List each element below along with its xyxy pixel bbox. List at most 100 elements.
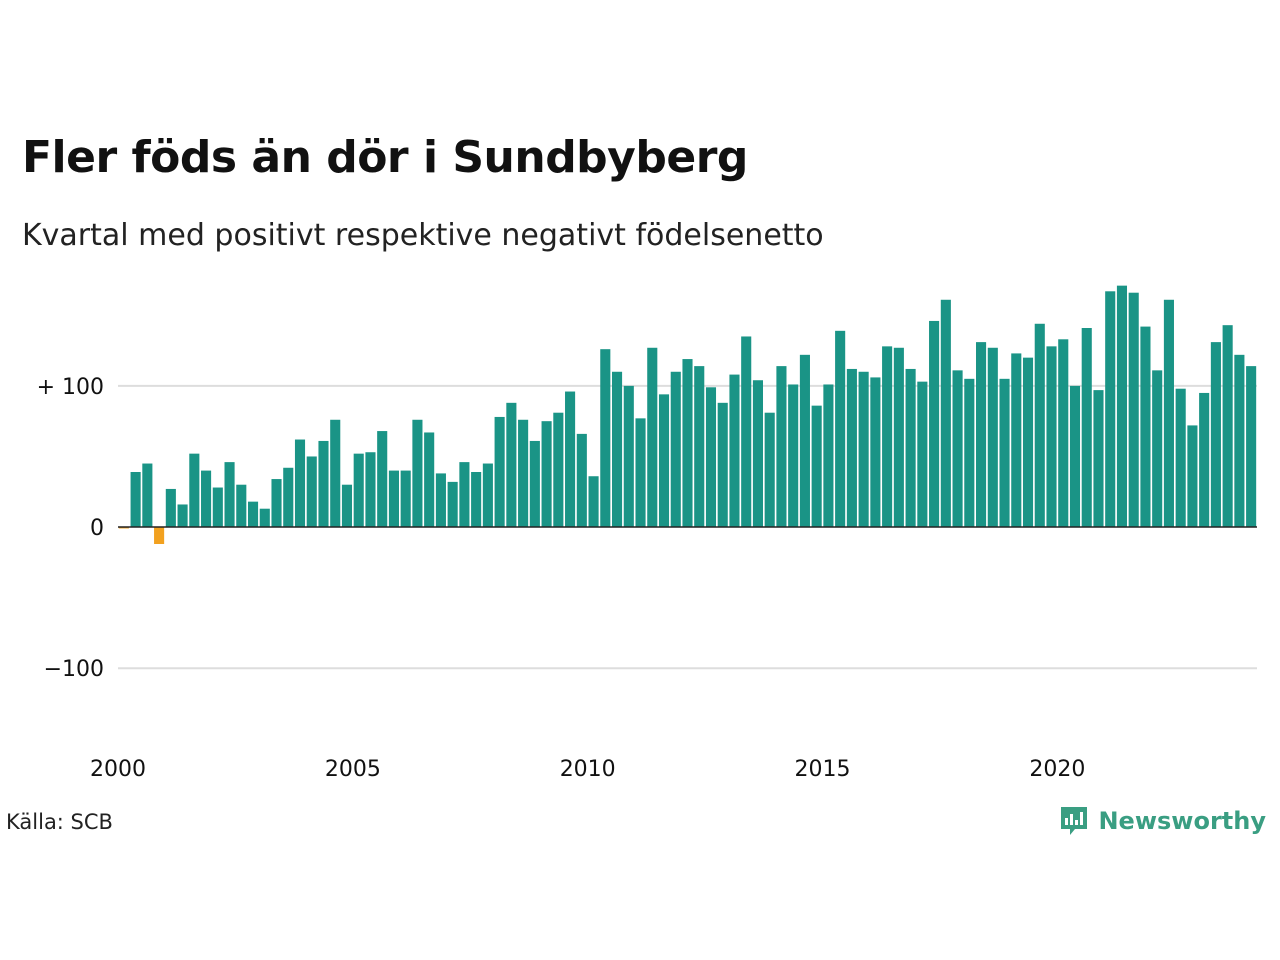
source-label: Källa: SCB (6, 810, 113, 834)
bar (776, 366, 787, 528)
bar (318, 440, 329, 528)
bar (917, 381, 928, 528)
bar (353, 453, 364, 528)
chart-title: Fler föds än dör i Sundbyberg (22, 132, 748, 183)
bar (459, 462, 470, 528)
bar (306, 456, 317, 528)
bar (987, 347, 998, 528)
bar (1011, 353, 1022, 528)
bar (236, 484, 247, 528)
bar (247, 501, 259, 528)
bar (1140, 326, 1151, 528)
bar (482, 463, 493, 528)
bar (952, 370, 963, 528)
bar (611, 371, 623, 528)
bar (1128, 292, 1139, 528)
bar (788, 384, 799, 528)
x-tick-label: 2000 (90, 757, 146, 782)
x-tick-label: 2010 (560, 757, 616, 782)
bar (283, 467, 294, 528)
bar (165, 488, 176, 528)
bar (212, 487, 223, 528)
bar (189, 453, 200, 528)
bar (635, 418, 646, 528)
bar (201, 470, 212, 528)
bar (330, 419, 341, 528)
bar (694, 366, 705, 528)
bar (717, 402, 728, 528)
bar (976, 342, 987, 528)
bar (729, 374, 740, 528)
bar (858, 371, 869, 528)
bar (1163, 299, 1174, 528)
bar (823, 384, 834, 528)
bar (271, 479, 282, 528)
bar (682, 359, 693, 528)
bar (154, 527, 165, 544)
chart-subtitle: Kvartal med positivt respektive negativt… (22, 218, 824, 253)
bar (177, 504, 188, 528)
y-tick-label: + 100 (37, 375, 104, 400)
bar (1222, 325, 1233, 528)
bar (741, 336, 752, 528)
bar (576, 433, 587, 528)
bar (1105, 291, 1116, 528)
bar (670, 371, 681, 528)
bar (1199, 392, 1210, 528)
bar (964, 378, 975, 528)
bar (365, 452, 376, 528)
bar (835, 330, 846, 528)
brand-logo[interactable]: Newsworthy (1058, 804, 1266, 838)
bar (1187, 425, 1198, 528)
bar (1034, 323, 1045, 528)
bar (341, 484, 353, 528)
bar (259, 508, 270, 528)
bar-chart: + 100 0 −100 2000 2005 2010 2015 2020 (37, 285, 1257, 782)
x-tick-label: 2015 (795, 757, 851, 782)
bar (1175, 388, 1186, 528)
bar (1116, 285, 1128, 528)
bar (929, 320, 940, 528)
y-tick-label: 0 (90, 516, 104, 541)
x-tick-label: 2020 (1029, 757, 1085, 782)
bar (1058, 339, 1069, 528)
bar (1022, 357, 1034, 528)
bar (752, 380, 764, 528)
bar (893, 347, 904, 528)
brand-name: Newsworthy (1098, 807, 1266, 835)
bar (506, 402, 517, 528)
x-tick-label: 2005 (325, 757, 381, 782)
bar (846, 368, 857, 528)
bar (529, 440, 540, 528)
bar (130, 472, 141, 528)
bar (224, 462, 235, 528)
bar (1152, 370, 1163, 528)
bar (377, 431, 388, 528)
bar (424, 432, 435, 528)
bar (412, 419, 423, 528)
bar (471, 472, 482, 528)
bar (600, 349, 611, 528)
bar (1081, 328, 1092, 528)
bar (1093, 390, 1104, 528)
bar (811, 405, 822, 528)
bar (1234, 354, 1245, 528)
bar (447, 481, 458, 528)
bar (294, 439, 306, 528)
y-tick-label: −100 (44, 657, 104, 682)
bar (588, 476, 599, 528)
bar (870, 377, 881, 528)
bar (799, 354, 810, 528)
bar (435, 473, 446, 528)
bar (623, 385, 634, 528)
bar (494, 416, 505, 528)
bar (518, 419, 529, 528)
bar (400, 470, 411, 528)
bar (940, 299, 951, 528)
bar (388, 470, 399, 528)
bar (658, 394, 670, 528)
bar (705, 387, 717, 528)
bar (142, 463, 153, 528)
bar (905, 368, 916, 528)
bar (999, 378, 1010, 528)
